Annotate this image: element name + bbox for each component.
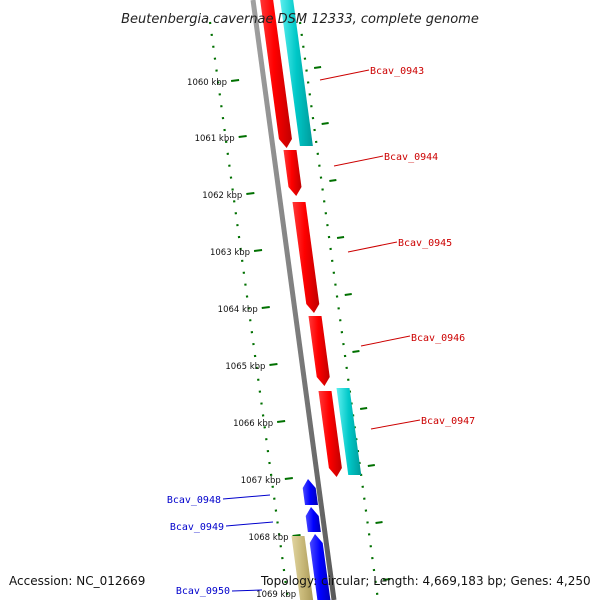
gene-label-bcav-0949[interactable]: Bcav_0949 [170,522,224,533]
gene-arrow-bcav-0946 [308,316,330,386]
ruler-tick [359,407,368,410]
topology-text: Topology: circular; Length: 4,669,183 bp… [261,574,591,588]
gene-arrow-bcav-0947 [318,391,342,477]
ruler-dots-right [298,21,380,600]
ruler-tick-label: 1062 kbp [202,191,242,201]
map-title: Beutenbergia cavernae DSM 12333, complet… [121,12,479,27]
ruler-tick [292,534,301,537]
gene-label-bcav-0946[interactable]: Bcav_0946 [411,333,465,344]
gene-arrow-bcav-0945 [292,202,320,313]
ruler-tick [277,420,286,423]
gene-arrow-bcav-0943 [260,0,292,148]
ruler-dots-left [208,21,290,600]
ruler-tick-label: 1064 kbp [218,305,258,315]
gene-leader-line [370,419,421,430]
ruler-tick [321,122,329,125]
ruler-tick [246,192,255,195]
gene-label-bcav-0948[interactable]: Bcav_0948 [167,495,221,506]
ruler-tick-label: 1066 kbp [233,419,273,429]
ruler-tick [329,179,337,182]
genome-backbone [250,0,337,600]
accession-text: Accession: NC_012669 [9,574,146,588]
gene-arrow-bcav-0950 [309,534,331,600]
ruler-tick [336,236,345,239]
gene-label-bcav-0943[interactable]: Bcav_0943 [370,66,424,77]
ruler-tick-label: 1063 kbp [210,248,250,258]
ruler-tick [383,578,391,581]
ruler-tick [367,464,375,467]
ruler-tick-label: 1065 kbp [225,362,265,372]
cds-bar-bcav-0947 [336,388,362,475]
gene-leader-line [347,241,398,253]
ruler-tick [344,293,352,296]
ruler-tick [284,477,293,480]
ruler-tick [253,249,263,252]
ruler-tick [261,306,270,309]
cds-bar-bcav-0950 [291,536,314,600]
ruler-tick [230,79,240,82]
cds-bar-bcav-0943 [280,0,313,146]
gene-labels: Bcav_0943 Bcav_0944 Bcav_0945 Bcav_0946 Bcav… [167,66,475,597]
gene-arrow-bcav-0944 [283,150,302,196]
gene-leader-line [222,494,271,500]
gene-features [260,0,362,600]
ruler-tick [313,66,322,69]
ruler-tick [238,135,247,138]
ruler-tick-label: 1067 kbp [241,476,281,486]
gene-leader-line [225,521,274,527]
ruler-tick-label: 1069 kbp [256,590,296,600]
ruler-tick [375,521,383,524]
ruler-ticks: 1060 kbp 1061 kbp 1062 kbp 1063 kbp 1064 kbp… [187,66,391,600]
ruler-tick-label: 1060 kbp [187,78,227,88]
gene-label-bcav-0945[interactable]: Bcav_0945 [398,238,452,249]
gene-label-bcav-0947[interactable]: Bcav_0947 [421,416,475,427]
gene-arrow-bcav-0949 [305,507,321,532]
ruler-tick [352,350,360,353]
gene-leader-line [333,155,384,167]
ruler-tick-label: 1061 kbp [195,134,235,144]
gene-leader-line [319,69,370,81]
gene-label-bcav-0950[interactable]: Bcav_0950 [176,586,230,597]
gene-leader-line [231,589,263,592]
ruler-tick [269,363,278,366]
gene-label-bcav-0944[interactable]: Bcav_0944 [384,152,438,163]
gene-arrow-bcav-0948 [302,479,319,505]
gene-leader-line [360,335,411,347]
ruler-tick-label: 1068 kbp [248,533,288,543]
